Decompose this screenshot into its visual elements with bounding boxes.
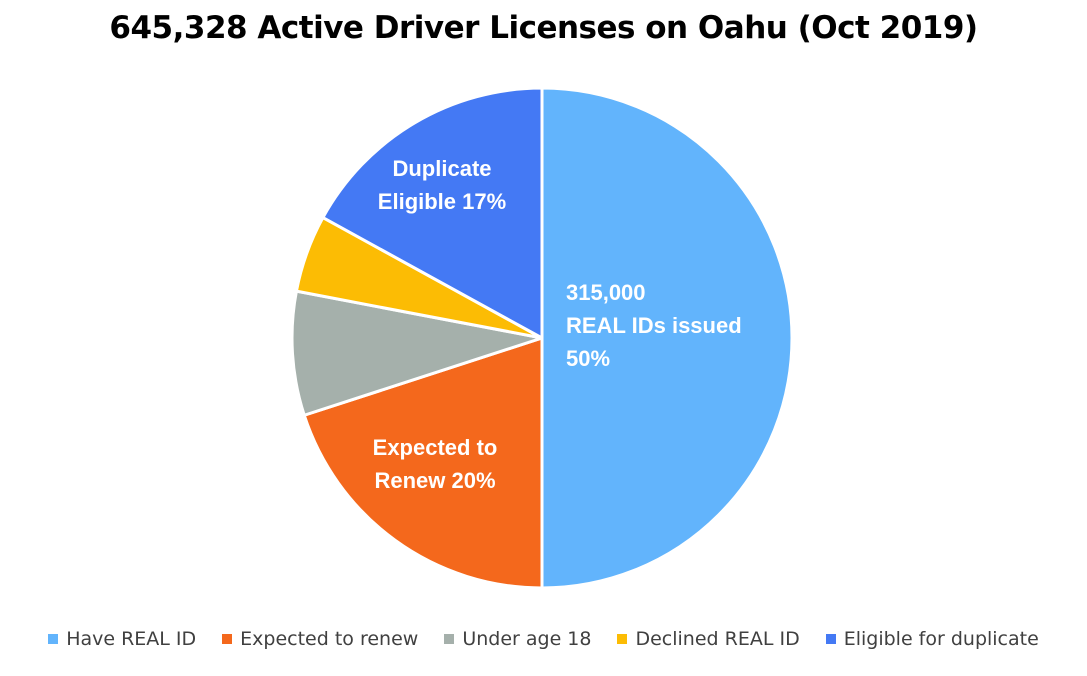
- slice-data-label: Eligible 17%: [378, 189, 506, 214]
- legend-entry: Under age 18: [444, 628, 591, 650]
- legend-swatch: [222, 634, 233, 644]
- legend-swatch: [48, 634, 59, 644]
- pie-slice-under-age-18: [290, 289, 544, 417]
- slice-data-label: Renew 20%: [374, 468, 495, 493]
- legend-swatch: [444, 634, 455, 644]
- legend-entry: Eligible for duplicate: [825, 628, 1039, 650]
- slice-data-label: Duplicate: [392, 156, 491, 181]
- slice-data-label: Expected to: [373, 435, 498, 460]
- legend-label: Have REAL ID: [66, 628, 197, 650]
- pie-slice-eligible-for-duplicate: [321, 86, 544, 340]
- legend-swatch: [617, 634, 628, 644]
- pie-slice-expected-to-renew: [302, 336, 544, 590]
- legend-label: Eligible for duplicate: [843, 628, 1039, 650]
- legend-label: Under age 18: [462, 628, 592, 650]
- legend-entry: Expected to renew: [222, 628, 418, 650]
- slice-data-label: REAL IDs issued: [566, 313, 742, 338]
- legend-entry: Have REAL ID: [48, 628, 196, 650]
- legend-label: Declined REAL ID: [635, 628, 800, 650]
- pie-slice-have-real-id: [540, 86, 794, 590]
- legend-swatch: [825, 634, 836, 644]
- slice-data-label: 315,000: [566, 280, 646, 305]
- chart-title: 645,328 Active Driver Licenses on Oahu (…: [109, 10, 978, 46]
- slice-data-label: 50%: [566, 346, 610, 371]
- legend: Have REAL ID Expected to renew Under age 1…: [0, 628, 1087, 650]
- legend-label: Expected to renew: [240, 628, 419, 650]
- legend-entry: Declined REAL ID: [617, 628, 800, 650]
